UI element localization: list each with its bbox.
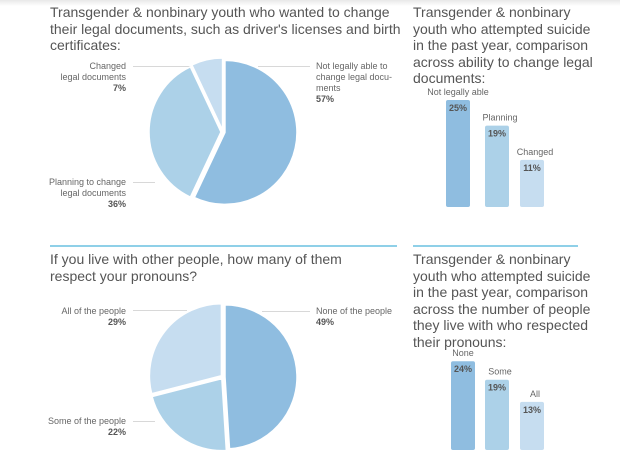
pie2-label-some: Some of the people 22% bbox=[47, 416, 126, 437]
bar2-category-1: Some bbox=[488, 367, 512, 377]
bar1-bar-1 bbox=[485, 125, 509, 207]
bar2-bar-0 bbox=[451, 361, 475, 450]
bar1-title: Transgender & nonbinary youth who attemp… bbox=[413, 4, 593, 86]
pie2-leader-none bbox=[262, 311, 310, 312]
divider-left bbox=[50, 245, 397, 247]
divider-right bbox=[413, 245, 578, 247]
bar2-title: Transgender & nonbinary youth who attemp… bbox=[413, 251, 591, 350]
pie1-label-planning: Planning to change legal documents 36% bbox=[48, 177, 126, 209]
pie2-label-all: All of the people 29% bbox=[61, 306, 126, 327]
bar2-bar-2 bbox=[520, 401, 544, 450]
bar2-value-0: 24% bbox=[454, 364, 472, 374]
pie1-leader-changed bbox=[133, 66, 191, 67]
bar2-value-1: 19% bbox=[488, 383, 506, 393]
pie2-slice-0 bbox=[224, 304, 298, 450]
bar1-category-0: Not legally able bbox=[427, 87, 489, 97]
pie2-leader-all bbox=[133, 310, 187, 311]
bar2-category-0: None bbox=[452, 348, 474, 358]
pie1-label-not-able: Not legally able to change legal docu-men… bbox=[316, 61, 393, 104]
pie1-label-changed: Changed legal documents 7% bbox=[60, 61, 126, 93]
bar1-bar-0 bbox=[446, 100, 470, 207]
bar1-value-2: 11% bbox=[523, 163, 541, 173]
bar2-value-2: 13% bbox=[523, 405, 541, 415]
pie2-leader-some bbox=[133, 421, 155, 422]
pie2-slice-2 bbox=[148, 303, 223, 395]
bar1-value-0: 25% bbox=[449, 103, 467, 113]
bar1-category-1: Planning bbox=[482, 113, 517, 123]
bar1-bar-2 bbox=[520, 159, 544, 207]
pie2-title: If you live with other people, how many … bbox=[50, 251, 342, 284]
pie2-label-none: None of the people 49% bbox=[316, 306, 393, 327]
pie1-slice-2 bbox=[190, 57, 224, 131]
bar2-bar-1 bbox=[485, 379, 509, 450]
bar1-category-2: Changed bbox=[517, 147, 554, 157]
top-shadow bbox=[0, 0, 620, 6]
bar2-category-2: All bbox=[530, 389, 540, 399]
pie1-leader-not-able bbox=[258, 66, 310, 67]
bar1-value-1: 19% bbox=[488, 129, 506, 139]
pie1-leader-planning bbox=[133, 182, 155, 183]
pie1-slice-1 bbox=[148, 65, 222, 199]
pie2-slice-1 bbox=[151, 377, 228, 452]
pie1-title: Transgender & nonbinary youth who wanted… bbox=[50, 4, 401, 53]
pie1-slice-0 bbox=[193, 59, 298, 206]
